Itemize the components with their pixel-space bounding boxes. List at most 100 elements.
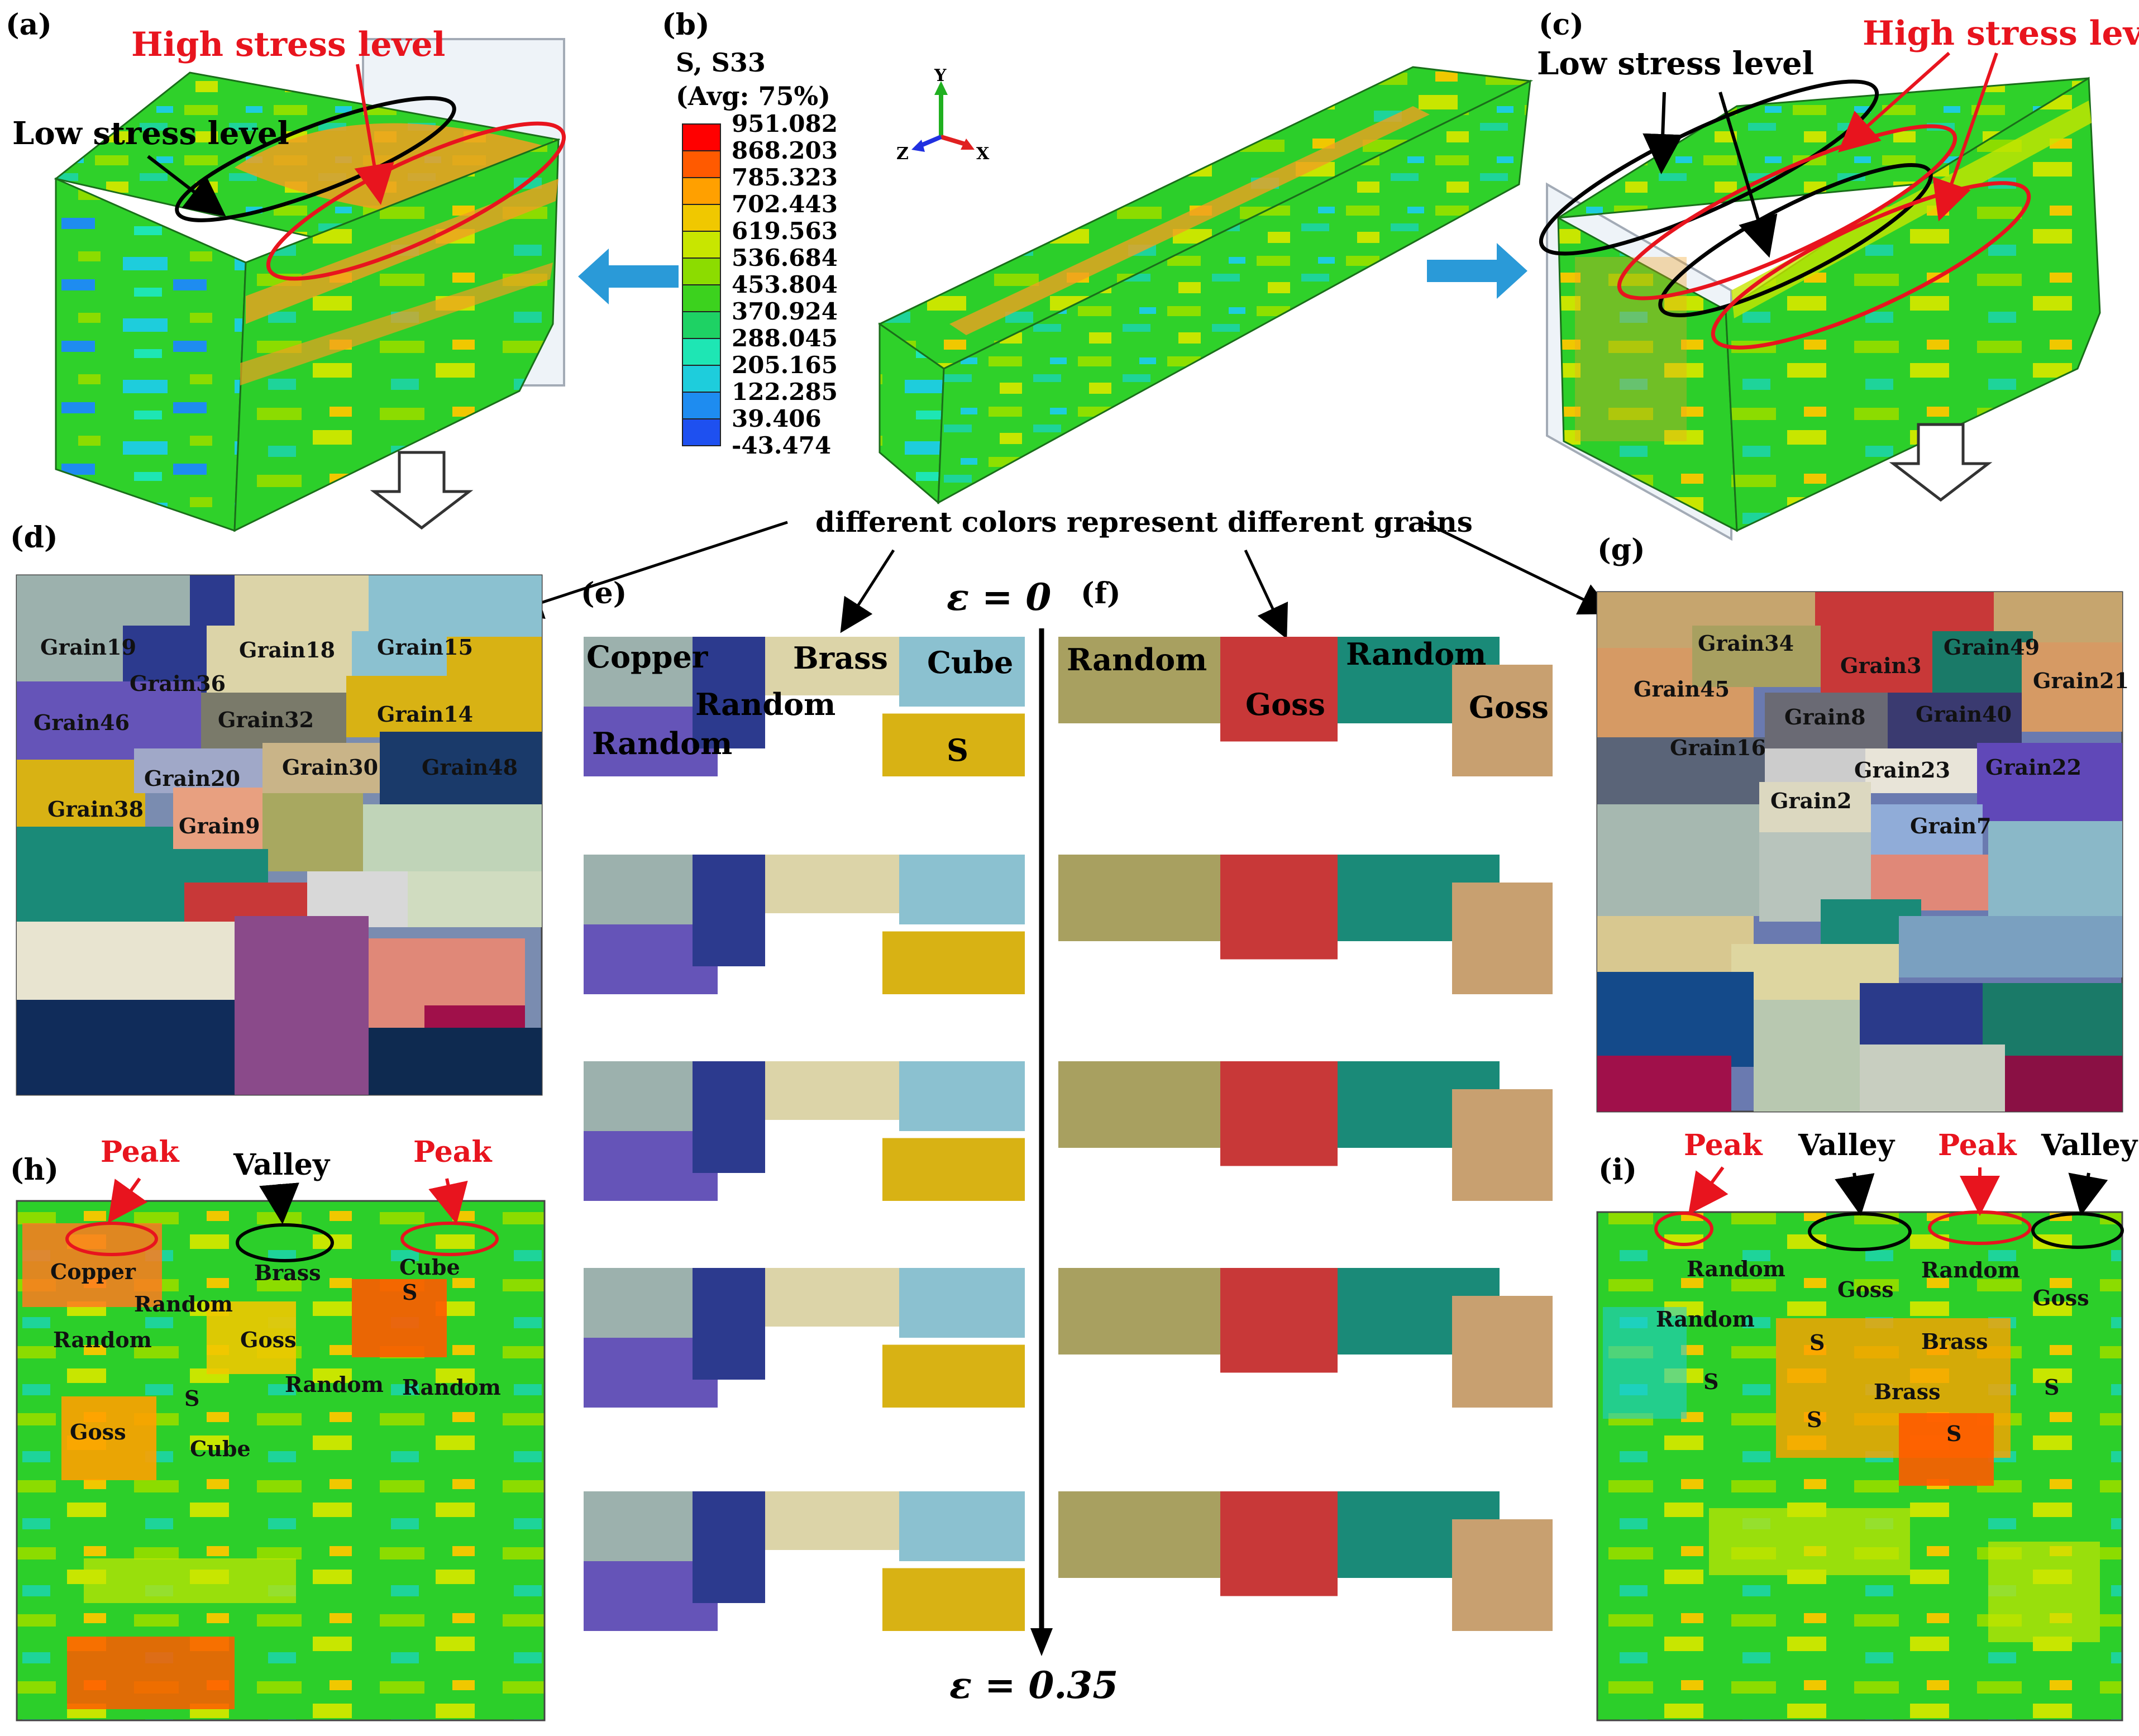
orientation-label: S [947, 732, 968, 768]
grain-goss [1220, 1491, 1338, 1596]
orientation-label: Brass [793, 640, 888, 676]
axis-y-label: Y [934, 66, 947, 85]
yellow-patch [84, 1558, 296, 1603]
grain-random [1058, 1491, 1220, 1578]
low-stress-label-c: Low stress level [1537, 45, 1814, 82]
legend-swatch [682, 392, 721, 419]
arrow-black [1244, 549, 1288, 640]
grain-region [1860, 1045, 2005, 1112]
grain-goss-tan [1452, 1089, 1553, 1201]
orientation-label: Cube [190, 1436, 251, 1461]
orientation-label: S [402, 1280, 417, 1305]
arrow-red [1688, 1166, 1729, 1215]
grain-region [235, 916, 369, 1095]
grain-label: Grain8 [1784, 704, 1866, 729]
grain-cube [899, 855, 1025, 924]
arrow-black [1835, 1172, 1875, 1216]
arrow-black [147, 155, 226, 217]
orientation-label: Random [1346, 636, 1486, 672]
grain-region [262, 793, 363, 871]
legend-value: 122.285 [732, 378, 838, 406]
peak-label: Peak [1684, 1128, 1763, 1162]
legend-swatch [682, 231, 721, 259]
valley-label: Valley [1798, 1128, 1896, 1162]
grain-region [408, 871, 542, 927]
grain-label: Grain34 [1698, 631, 1794, 656]
grain-goss [1220, 855, 1338, 960]
orientation-label: S [1703, 1369, 1718, 1394]
strain-end-label: ε = 0.35 [949, 1663, 1118, 1707]
grain-region [1888, 693, 2022, 748]
grain-label: Grain46 [34, 710, 130, 735]
grain-goss [1220, 1268, 1338, 1373]
peak-ellipse [1654, 1212, 1713, 1246]
orientation-label: Random [592, 726, 732, 761]
legend-swatch [682, 311, 721, 339]
grain-frame-e [584, 1268, 1025, 1408]
legend-value: 288.045 [732, 325, 838, 352]
grain-cube [899, 1491, 1025, 1561]
grain-region [1765, 693, 1888, 748]
yellow-patch [1709, 1508, 1910, 1575]
down-arrow-icon [370, 451, 474, 530]
panel-i: (i) Peak Valley Peak Valley Random Goss Ra… [1596, 1128, 2138, 1721]
grain-label: Grain36 [130, 671, 226, 696]
grain-region [17, 575, 207, 634]
grain-random-dark [693, 1491, 765, 1603]
grain-label: Grain48 [422, 755, 518, 780]
grain-region [1983, 983, 2122, 1067]
grain-random-dark [693, 637, 765, 748]
orientation-label: S [2044, 1375, 2059, 1400]
panel-c: (c) High stress level Low stress level [1537, 8, 2139, 541]
grain-region [346, 676, 447, 737]
grain-random-dark [693, 855, 765, 966]
arrow-red [428, 1178, 468, 1224]
block-front-face [55, 177, 247, 532]
low-stress-ellipse [1539, 79, 1879, 256]
grain-region [1977, 743, 2122, 821]
grain-brass [765, 1491, 899, 1550]
valley-label: Valley [233, 1148, 331, 1182]
axis-z-label: Z [896, 144, 909, 164]
high-stress-ellipse [266, 121, 566, 281]
grain-region [17, 631, 123, 687]
panel-e-orientation-labels: Copper Brass Cube Random Random S [586, 639, 1013, 768]
arrow-black [508, 521, 788, 619]
grain-cube [899, 637, 1025, 707]
grain-region [1597, 972, 1754, 1067]
low-stress-ellipse [175, 96, 456, 222]
orange-band [949, 106, 1430, 335]
grain-s [882, 1138, 1025, 1201]
legend-value: 205.165 [732, 351, 838, 379]
legend-swatch [682, 257, 721, 285]
panel-e: (e) Copper Brass Cube Random Random S [581, 576, 1025, 1631]
grain-region [17, 827, 173, 922]
grain-label: Grain22 [1985, 755, 2081, 780]
panel-label-c: (c) [1539, 8, 1584, 42]
high-stress-patch [67, 1637, 235, 1709]
legend-swatch [682, 204, 721, 232]
peak-label: Peak [101, 1135, 179, 1169]
legend-swatch [682, 123, 721, 151]
orientation-label: Goss [240, 1327, 297, 1352]
grain-cube [899, 1061, 1025, 1131]
grain-frame-f [1058, 1061, 1553, 1201]
grain-goss [1220, 637, 1338, 742]
grain-goss-tan [1452, 1296, 1553, 1408]
legend-swatch [682, 418, 721, 446]
grain-label: Grain2 [1770, 788, 1852, 813]
grain-region [1597, 916, 1754, 972]
grain-label: Grain15 [377, 635, 473, 660]
grain-random [1058, 1061, 1220, 1148]
arrow-black [840, 549, 895, 633]
grain-random [1058, 1268, 1220, 1355]
arrow-black [259, 1182, 299, 1224]
orientation-label: Goss [70, 1419, 126, 1444]
panel-e-frames [584, 637, 1025, 1631]
orientation-label: Random [285, 1372, 384, 1397]
legend-value: 536.684 [732, 244, 838, 271]
axis-x-label: X [976, 144, 990, 164]
grain-label: Grain18 [239, 637, 335, 662]
grain-region [1692, 626, 1821, 687]
panel-b: (b) S, S33 (Avg: 75%) 951.082868.203785.… [578, 8, 1534, 505]
